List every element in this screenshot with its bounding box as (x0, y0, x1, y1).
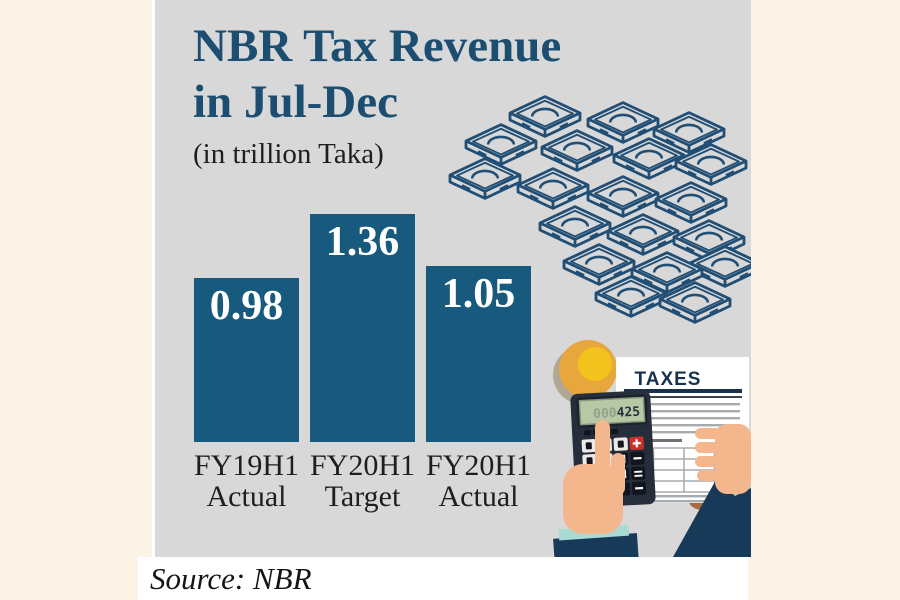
bar-fy20h1-actual: 1.05 (426, 266, 531, 442)
banknote-bundle-icon (586, 174, 660, 219)
calculator-display: 000425 (593, 405, 641, 422)
chart-title-line1: NBR Tax Revenue (193, 20, 562, 72)
chart-panel: NBR Tax Revenue in Jul-Dec (in trillion … (152, 0, 751, 557)
banknote-bundle-icon (448, 156, 522, 201)
banknote-bundle-icon (562, 242, 636, 287)
category-label-fy19h1-actual: FY19H1 Actual (194, 449, 300, 513)
category-axis: FY19H1 Actual FY20H1 Target FY20H1 Actua… (194, 450, 531, 512)
bar-value-label: 1.05 (441, 271, 516, 317)
category-label-fy20h1-target: FY20H1 Target (310, 449, 416, 513)
banknote-bundle-icon (516, 166, 590, 211)
caption-strip (138, 557, 748, 600)
banknote-bundle-icon (464, 122, 538, 167)
gold-coin-icon (553, 340, 617, 404)
banknote-bundle-icon (654, 180, 728, 225)
plus-glyph (632, 439, 641, 448)
document-lines-bottom (624, 495, 740, 503)
chart-title: NBR Tax Revenue in Jul-Dec (193, 18, 561, 130)
banknote-bundle-icon (538, 204, 612, 249)
banknote-bundle-icon (586, 100, 660, 145)
chart-subtitle: (in trillion Taka) (193, 138, 384, 170)
source-text: Source: NBR (150, 561, 312, 596)
banknote-bundle-icon (540, 128, 614, 173)
tax-document-title: TAXES (635, 369, 702, 390)
bar-chart: 0.98 1.36 1.05 (194, 214, 531, 442)
left-hand-icon (563, 420, 625, 534)
document-lines (624, 403, 740, 442)
bar-fy19h1-actual: 0.98 (194, 278, 299, 442)
bar-fy20h1-target: 1.36 (310, 214, 415, 442)
right-hand-icon (695, 424, 751, 494)
bar-value-label: 0.98 (209, 283, 284, 329)
chart-title-line2: in Jul-Dec (193, 76, 398, 128)
category-label-fy20h1-actual: FY20H1 Actual (426, 449, 532, 513)
bar-value-label: 1.36 (325, 219, 400, 265)
tax-calculation-illustration: TAXES (553, 340, 751, 557)
equals-glyph (634, 470, 643, 477)
banknote-bundle-icon (606, 212, 680, 257)
